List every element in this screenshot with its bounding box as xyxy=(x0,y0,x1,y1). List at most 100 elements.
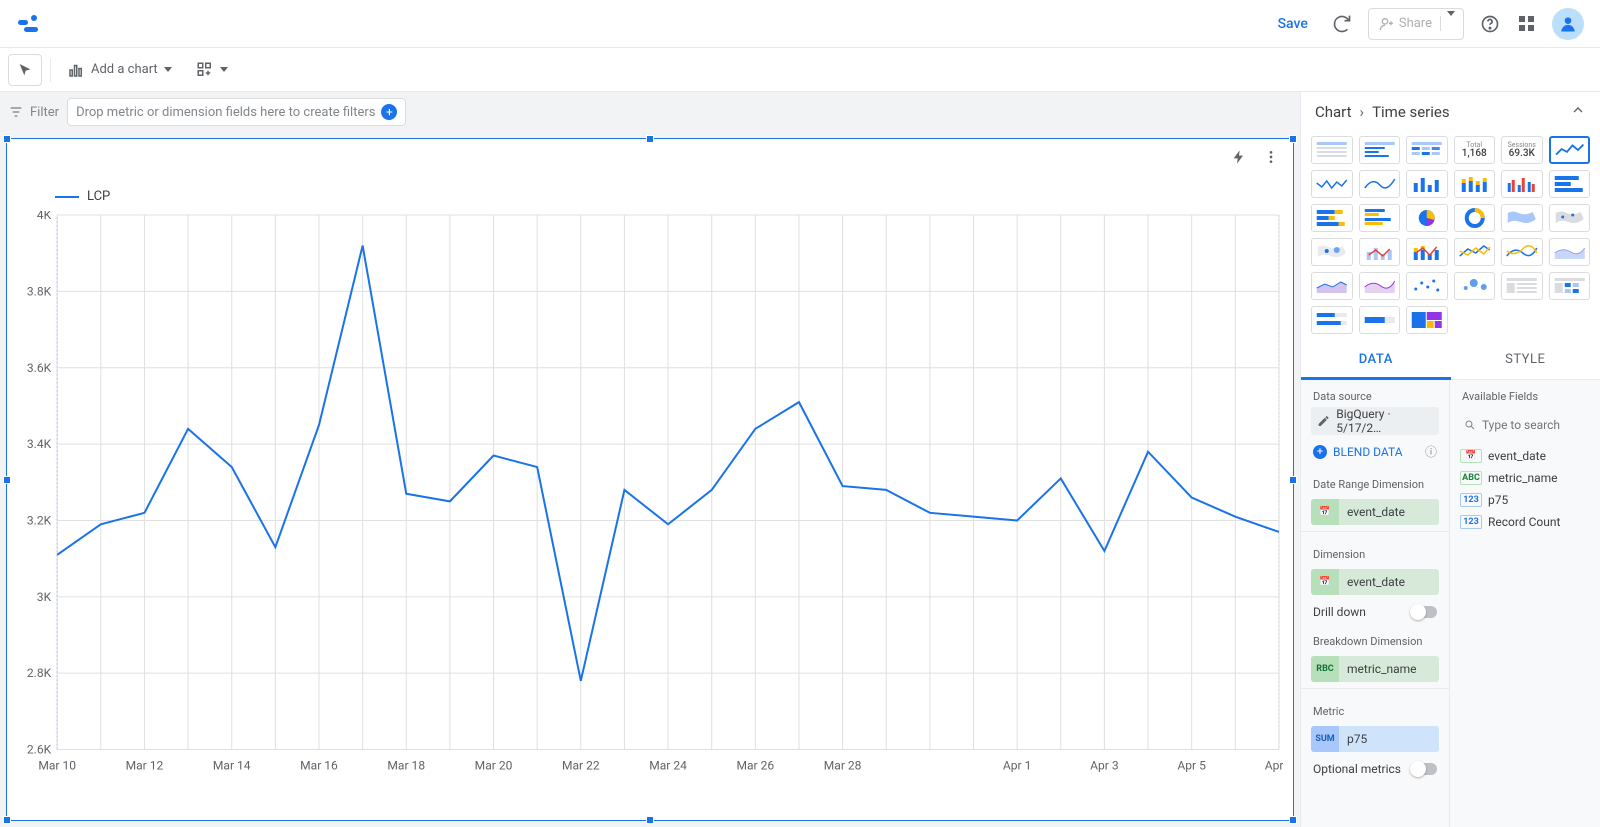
canvas[interactable]: Filter Drop metric or dimension fields h… xyxy=(0,92,1300,827)
chart-type-area[interactable] xyxy=(1549,238,1591,266)
chart-type-table-bars[interactable] xyxy=(1359,136,1401,164)
data-source-row[interactable]: BigQuery · 5/17/2… xyxy=(1311,407,1439,435)
resize-handle[interactable] xyxy=(646,135,654,143)
chart-type-kpi-total[interactable]: Total1,168 xyxy=(1454,136,1496,164)
date-range-chip[interactable]: 📅event_date xyxy=(1311,499,1439,525)
chart-type-combo[interactable] xyxy=(1359,238,1401,266)
chart-type-picker: Total1,168Sessions69.3K xyxy=(1301,132,1600,342)
chart-type-column[interactable] xyxy=(1406,170,1448,198)
fields-search-input[interactable] xyxy=(1482,418,1586,432)
chart-type-gauge[interactable] xyxy=(1359,306,1401,334)
chart-quick-insight-button[interactable] xyxy=(1227,145,1251,169)
chart-type-smooth-area[interactable] xyxy=(1359,272,1401,300)
chart-type-sparkline[interactable] xyxy=(1311,170,1353,198)
svg-text:Mar 20: Mar 20 xyxy=(475,759,513,773)
chart-type-table-heat[interactable] xyxy=(1406,136,1448,164)
help-icon[interactable]: ⓘ xyxy=(1425,443,1437,460)
add-filter-icon[interactable]: + xyxy=(381,104,397,120)
resize-handle[interactable] xyxy=(3,135,11,143)
component-icon xyxy=(196,61,214,79)
legend-swatch xyxy=(55,196,79,198)
time-series-chart: 2.6K2.8K3K3.2K3.4K3.6K3.8K4KMar 10Mar 12… xyxy=(17,211,1283,774)
chevron-down-icon xyxy=(164,67,172,72)
share-caret-icon[interactable] xyxy=(1440,16,1455,31)
account-avatar[interactable] xyxy=(1552,8,1584,40)
main: Filter Drop metric or dimension fields h… xyxy=(0,92,1600,827)
panel-header: Chart › Time series xyxy=(1301,92,1600,132)
resize-handle[interactable] xyxy=(1289,135,1297,143)
select-tool-button[interactable] xyxy=(8,54,42,86)
chart-type-geo-bubble[interactable] xyxy=(1311,238,1353,266)
chart-legend: LCP xyxy=(55,189,110,204)
chart-type-geo-filled[interactable] xyxy=(1501,204,1543,232)
svg-text:Mar 10: Mar 10 xyxy=(38,759,76,773)
apps-button[interactable] xyxy=(1508,6,1544,42)
chart-type-smooth-multi[interactable] xyxy=(1501,238,1543,266)
chart-type-stacked-combo[interactable] xyxy=(1406,238,1448,266)
chart-more-button[interactable] xyxy=(1259,145,1283,169)
data-columns: Data source BigQuery · 5/17/2… + BLEND D… xyxy=(1301,380,1600,827)
chart-type-stacked-bar[interactable] xyxy=(1311,204,1353,232)
section-label: Date Range Dimension xyxy=(1301,468,1449,495)
chart-type-geo-world[interactable] xyxy=(1549,204,1591,232)
chart-type-kpi-sessions[interactable]: Sessions69.3K xyxy=(1501,136,1543,164)
cursor-icon xyxy=(17,62,33,78)
share-button[interactable]: Share xyxy=(1368,8,1464,40)
add-control-button[interactable] xyxy=(188,54,236,86)
chart-type-treemap[interactable] xyxy=(1406,306,1448,334)
resize-handle[interactable] xyxy=(3,476,11,484)
tab-data[interactable]: DATA xyxy=(1301,342,1451,380)
bolt-icon xyxy=(1231,149,1247,165)
blend-data-button[interactable]: + BLEND DATA ⓘ xyxy=(1301,435,1449,468)
chart-type-bar[interactable] xyxy=(1549,170,1591,198)
chart-type-grouped-column[interactable] xyxy=(1501,170,1543,198)
chart-selection-box[interactable]: LCP 2.6K2.8K3K3.2K3.4K3.6K3.8K4KMar 10Ma… xyxy=(6,138,1294,821)
svg-text:Apr 1: Apr 1 xyxy=(1003,759,1031,773)
resize-handle[interactable] xyxy=(1289,816,1297,824)
svg-text:Mar 14: Mar 14 xyxy=(213,759,251,773)
help-button[interactable] xyxy=(1472,6,1508,42)
chart-type-pivot[interactable] xyxy=(1501,272,1543,300)
chart-type-donut[interactable] xyxy=(1454,204,1496,232)
sum-icon: SUM xyxy=(1311,726,1339,752)
add-chart-button[interactable]: Add a chart xyxy=(59,54,180,86)
metric-chip[interactable]: SUMp75 xyxy=(1311,726,1439,752)
chart-type-pivot-heat[interactable] xyxy=(1549,272,1591,300)
resize-handle[interactable] xyxy=(646,816,654,824)
panel-tabs: DATA STYLE xyxy=(1301,342,1600,380)
collapse-panel-button[interactable] xyxy=(1570,102,1586,122)
chart-type-bullet[interactable] xyxy=(1311,306,1353,334)
filter-dropzone[interactable]: Drop metric or dimension fields here to … xyxy=(67,98,406,126)
fields-search[interactable] xyxy=(1458,411,1592,439)
chart-type-smooth-line[interactable] xyxy=(1359,170,1401,198)
svg-text:Mar 16: Mar 16 xyxy=(300,759,338,773)
dimension-chip[interactable]: 📅event_date xyxy=(1311,569,1439,595)
tab-style[interactable]: STYLE xyxy=(1451,342,1600,379)
field-p75[interactable]: 123p75 xyxy=(1450,489,1600,511)
drill-down-row: Drill down xyxy=(1301,599,1449,625)
breadcrumb-root: Chart xyxy=(1315,103,1352,121)
chart-type-table[interactable] xyxy=(1311,136,1353,164)
resize-handle[interactable] xyxy=(3,816,11,824)
chart-type-grouped-bar[interactable] xyxy=(1359,204,1401,232)
svg-text:Mar 28: Mar 28 xyxy=(824,759,862,773)
toolbar: Add a chart xyxy=(0,48,1600,92)
field-metric_name[interactable]: ABCmetric_name xyxy=(1450,467,1600,489)
refresh-button[interactable] xyxy=(1324,6,1360,42)
chart-type-multi-line[interactable] xyxy=(1454,238,1496,266)
save-button[interactable]: Save xyxy=(1278,16,1308,32)
chart-type-pie[interactable] xyxy=(1406,204,1448,232)
chart-type-stacked-column[interactable] xyxy=(1454,170,1496,198)
drill-down-toggle[interactable] xyxy=(1411,606,1437,618)
field-record-count[interactable]: 123Record Count xyxy=(1450,511,1600,533)
optional-metrics-toggle[interactable] xyxy=(1411,763,1437,775)
field-event_date[interactable]: 📅event_date xyxy=(1450,445,1600,467)
breakdown-chip[interactable]: RBCmetric_name xyxy=(1311,656,1439,682)
resize-handle[interactable] xyxy=(1289,476,1297,484)
chart-type-scatter[interactable] xyxy=(1406,272,1448,300)
chart-type-bubble[interactable] xyxy=(1454,272,1496,300)
chart-type-time-series[interactable] xyxy=(1549,136,1591,164)
svg-text:3.2K: 3.2K xyxy=(27,513,52,527)
chevron-right-icon: › xyxy=(1360,103,1365,121)
chart-type-stacked-area[interactable] xyxy=(1311,272,1353,300)
